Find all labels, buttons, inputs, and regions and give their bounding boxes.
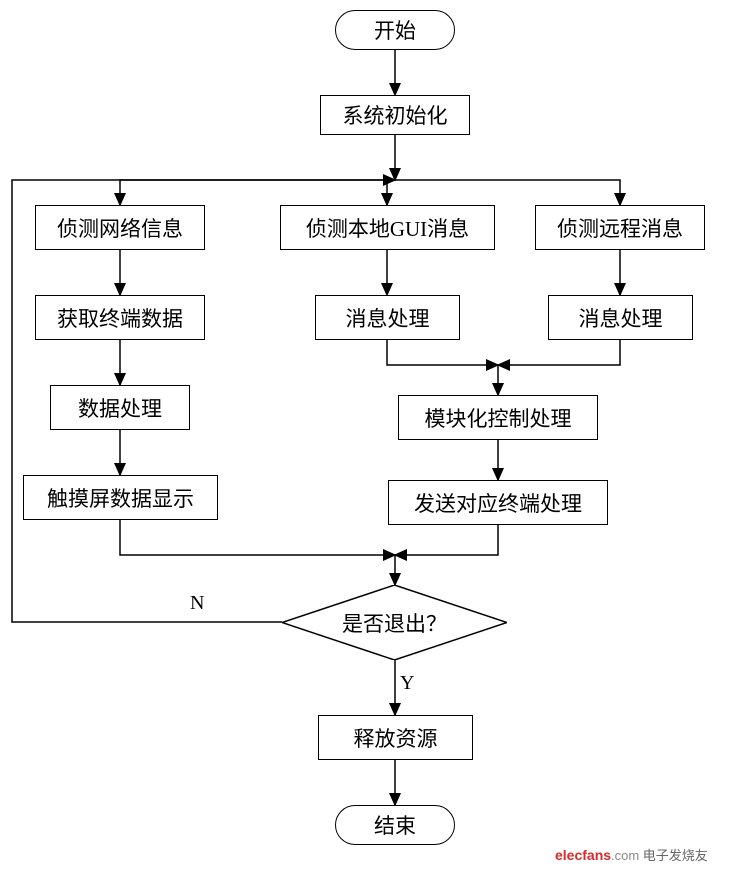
node-start: 开始 (335, 10, 455, 50)
edge-label-Y: Y (400, 672, 414, 695)
watermark: elecfans.com 电子发烧友 (555, 845, 708, 865)
node-init: 系统初始化 (320, 95, 470, 135)
edge-14 (120, 520, 395, 555)
node-release: 释放资源 (318, 715, 473, 760)
edge-11 (498, 340, 620, 365)
edge-10 (387, 340, 498, 365)
node-end: 结束 (335, 805, 455, 845)
node-msg_proc2: 消息处理 (548, 295, 693, 340)
watermark-suffix: .com (611, 848, 639, 863)
node-data_proc: 数据处理 (50, 385, 190, 430)
edge-4 (395, 180, 620, 205)
node-get_terminal: 获取终端数据 (35, 295, 205, 340)
node-detect_gui: 侦测本地GUI消息 (280, 205, 495, 250)
node-detect_remote: 侦测远程消息 (535, 205, 705, 250)
watermark-text: 电子发烧友 (643, 848, 708, 863)
edge-15 (395, 525, 498, 555)
node-send_terminal: 发送对应终端处理 (388, 480, 608, 525)
node-msg_proc1: 消息处理 (315, 295, 460, 340)
edge-3 (387, 180, 395, 205)
node-detect_net: 侦测网络信息 (35, 205, 205, 250)
watermark-brand: elecfans (555, 847, 611, 863)
node-decision: 是否退出？ (282, 585, 507, 660)
edge-label-N: N (190, 592, 204, 615)
node-touch_display: 触摸屏数据显示 (23, 475, 218, 520)
edge-2 (120, 180, 395, 205)
node-modular: 模块化控制处理 (398, 395, 598, 440)
